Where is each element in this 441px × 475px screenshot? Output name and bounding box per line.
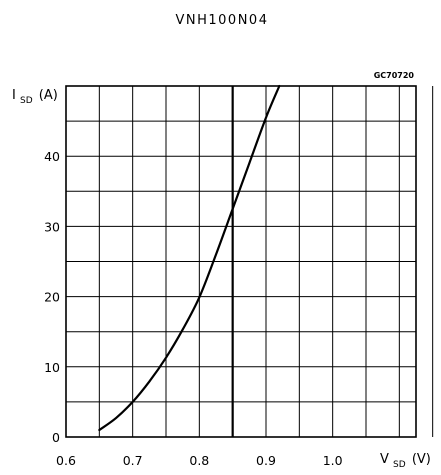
y-tick-label: 10 bbox=[44, 360, 60, 375]
y-axis-label-main: I bbox=[12, 88, 16, 103]
plot-frame bbox=[65, 85, 417, 438]
grid bbox=[65, 85, 434, 438]
x-axis-label-main: V bbox=[380, 452, 389, 467]
x-axis-label-sub: SD bbox=[393, 460, 406, 470]
series-line bbox=[98, 84, 281, 432]
x-tick-label: 0.8 bbox=[189, 453, 209, 468]
figure-code: GC70720 bbox=[374, 71, 415, 80]
plot-area bbox=[98, 84, 281, 437]
x-tick-labels: 0.6 0.7 0.8 0.9 1.0 bbox=[56, 453, 343, 468]
y-axis-label-sub: SD bbox=[20, 96, 33, 106]
x-tick-label: 0.9 bbox=[256, 453, 276, 468]
chart-title: VNH100N04 bbox=[176, 13, 269, 28]
y-axis-label-unit: (A) bbox=[39, 88, 58, 103]
y-tick-label: 20 bbox=[44, 290, 60, 305]
y-tick-label: 0 bbox=[52, 430, 60, 445]
y-tick-labels: 0 10 20 30 40 bbox=[44, 149, 60, 445]
y-axis-label: I SD (A) bbox=[12, 88, 58, 107]
y-tick-label: 40 bbox=[44, 149, 60, 164]
x-tick-label: 0.6 bbox=[56, 453, 76, 468]
y-tick-label: 30 bbox=[44, 219, 60, 234]
x-axis-label-unit: (V) bbox=[412, 452, 431, 467]
x-tick-label: 1.0 bbox=[323, 453, 343, 468]
x-tick-label: 0.7 bbox=[123, 453, 143, 468]
x-axis-label: V SD (V) bbox=[380, 452, 431, 471]
